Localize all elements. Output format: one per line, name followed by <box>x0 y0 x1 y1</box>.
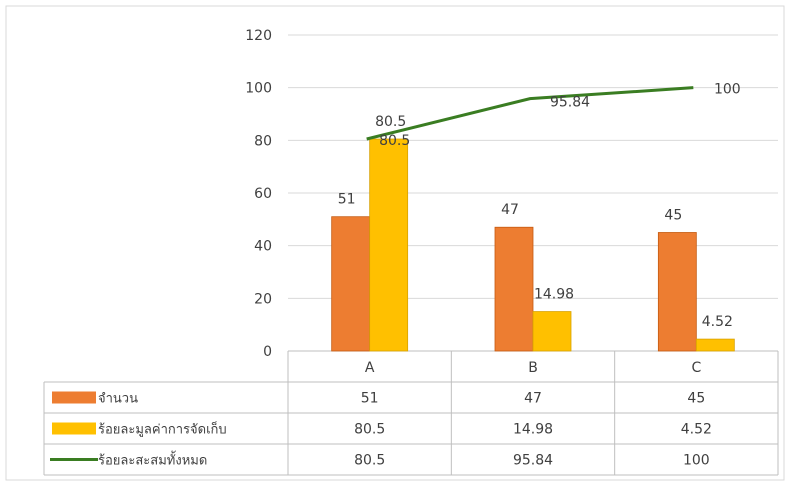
legend-label: ร้อยละสะสมทั้งหมด <box>98 451 207 469</box>
line-data-label: 100 <box>714 82 741 98</box>
table-cell: 51 <box>361 391 379 407</box>
table-cell: 95.84 <box>513 453 553 469</box>
table-cell: 80.5 <box>354 422 385 438</box>
x-tick-label: A <box>365 360 375 376</box>
x-tick-label: B <box>528 360 538 376</box>
table-cell: 14.98 <box>513 422 553 438</box>
y-tick-label: 60 <box>254 186 272 202</box>
line-data-label: 80.5 <box>379 133 410 149</box>
line-series <box>366 86 694 141</box>
line-data-label: 95.84 <box>550 95 590 111</box>
table-cell: 45 <box>687 391 705 407</box>
legend-key <box>52 391 96 404</box>
data-label: 45 <box>664 208 682 224</box>
bar <box>331 216 371 352</box>
data-label: 80.5 <box>375 114 406 130</box>
y-tick-label: 0 <box>263 344 272 360</box>
y-tick-label: 80 <box>254 133 272 149</box>
cumulative-line <box>366 86 694 141</box>
x-tick-label: C <box>691 360 701 376</box>
legend-label: จำนวน <box>98 392 138 407</box>
table-cell: 80.5 <box>354 453 385 469</box>
data-label: 51 <box>338 192 356 208</box>
table-cell: 47 <box>524 391 542 407</box>
bar <box>657 232 697 352</box>
table-cell: 100 <box>683 453 710 469</box>
y-tick-label: 120 <box>245 28 272 44</box>
bar <box>695 338 735 352</box>
table-cell: 4.52 <box>681 422 712 438</box>
legend-key <box>52 422 96 435</box>
y-tick-label: 20 <box>254 291 272 307</box>
data-labels: 51 47 45 80.5 14.98 4.52 80.5 95.84 100 <box>338 82 741 330</box>
bar <box>532 311 572 352</box>
legend-label: ร้อยละมูลค่าการจัดเก็บ <box>98 420 227 438</box>
bar <box>369 138 409 352</box>
data-label: 47 <box>501 202 519 218</box>
y-tick-label: 40 <box>254 239 272 255</box>
data-label: 4.52 <box>702 314 733 330</box>
y-axis: 0 20 40 60 80 100 120 <box>245 28 272 360</box>
y-tick-label: 100 <box>245 81 272 97</box>
bar <box>494 226 534 352</box>
bars <box>331 138 735 352</box>
data-label: 14.98 <box>534 287 574 303</box>
data-table: A B C จำนวน 51 47 45 ร้อยละมูลค่าการจัดเก็บ 80.5… <box>43 351 779 476</box>
